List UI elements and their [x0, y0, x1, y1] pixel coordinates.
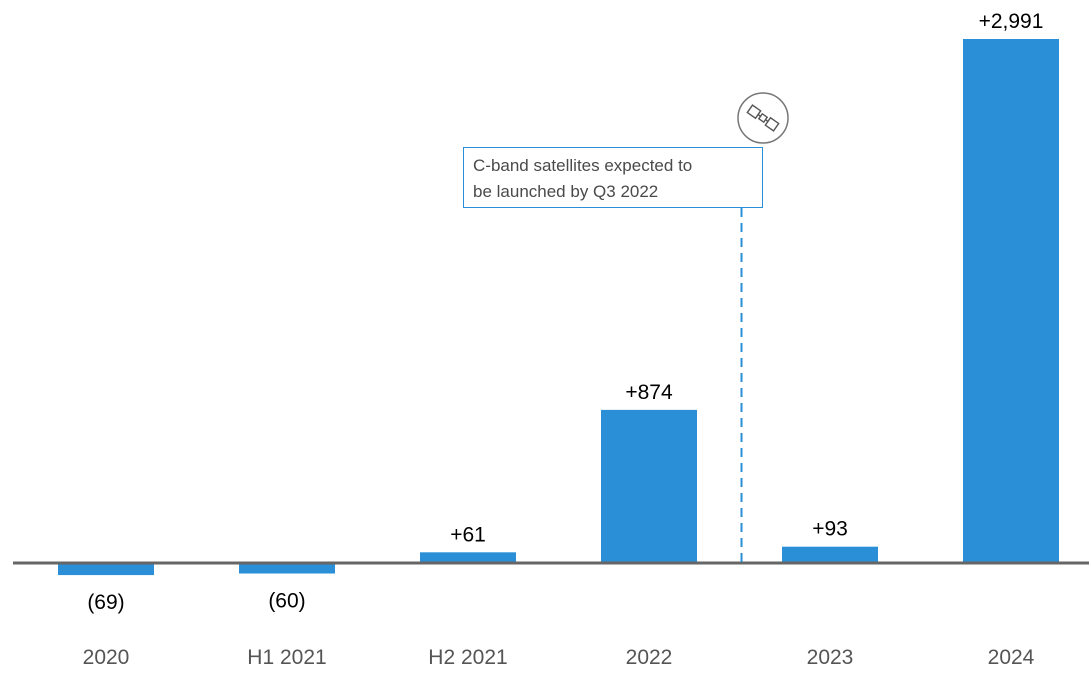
value-label: +2,991: [979, 10, 1044, 33]
x-tick-label: H2 2021: [428, 646, 507, 669]
annotation-line-1: C-band satellites expected to: [473, 156, 693, 175]
x-tick-label: 2024: [988, 646, 1035, 669]
x-tick-label: 2023: [807, 646, 854, 669]
value-label: +874: [625, 381, 673, 404]
value-label: +61: [450, 523, 486, 546]
bar-2022: [601, 409, 697, 563]
x-tick-label: H1 2021: [247, 646, 326, 669]
bar-h1-2021: [239, 563, 335, 574]
x-tick-label: 2022: [626, 646, 673, 669]
value-label: +93: [812, 518, 848, 541]
bar-2024: [963, 39, 1059, 563]
bar-h2-2021: [420, 552, 516, 563]
bar-2023: [782, 546, 878, 563]
category-ticks-layer: 2020 H1 2021 H2 2021 2022 2023 2024: [83, 646, 1035, 669]
annotation-box: C-band satellites expected to be launche…: [463, 147, 763, 208]
value-label: (60): [268, 590, 305, 613]
x-tick-label: 2020: [83, 646, 130, 669]
value-labels-layer: (69) (60) +61 +874 +93 +2,991: [87, 10, 1043, 614]
satellite-icon: [737, 92, 789, 144]
bars-layer: [58, 39, 1059, 576]
bar-2020: [58, 563, 154, 576]
value-label: (69): [87, 591, 124, 614]
annotation-line-2: be launched by Q3 2022: [473, 182, 659, 201]
